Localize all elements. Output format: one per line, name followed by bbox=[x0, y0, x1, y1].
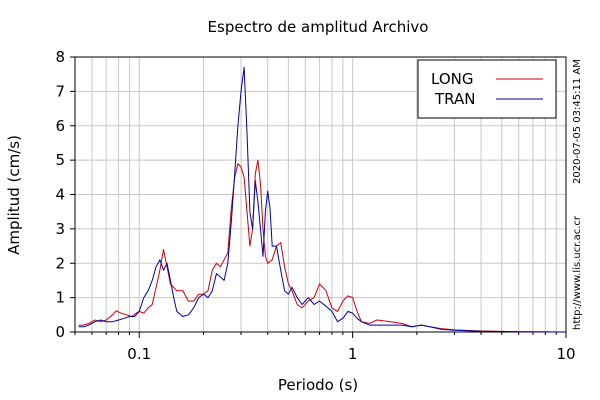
series-lines bbox=[78, 66, 567, 333]
y-tick-label: 3 bbox=[55, 220, 65, 238]
chart-title: Espectro de amplitud Archivo bbox=[208, 18, 429, 36]
source-url-note: http://www.lis.ucr.ac.cr bbox=[572, 216, 583, 330]
legend-label-tran: TRAN bbox=[434, 90, 475, 108]
y-tick-label: 4 bbox=[55, 186, 65, 204]
axis-ticks: 0 1 2 3 4 5 6 7 8 0.1 1 10 bbox=[55, 48, 575, 363]
legend-label-long: LONG bbox=[431, 70, 473, 88]
y-tick-label: 7 bbox=[55, 82, 65, 100]
series-line-long bbox=[78, 159, 567, 333]
y-tick-label: 1 bbox=[55, 289, 65, 307]
x-tick-label: 0.1 bbox=[127, 345, 151, 363]
x-axis-label: Periodo (s) bbox=[278, 376, 358, 394]
legend: LONG TRAN bbox=[417, 59, 557, 119]
y-tick-label: 2 bbox=[55, 254, 65, 272]
x-tick-label: 10 bbox=[556, 345, 575, 363]
y-tick-label: 5 bbox=[55, 151, 65, 169]
timestamp-note: 2020-07-05 03:45:11 AM bbox=[572, 59, 583, 184]
legend-box bbox=[417, 59, 557, 119]
y-tick-label: 6 bbox=[55, 117, 65, 135]
y-tick-label: 8 bbox=[55, 48, 65, 66]
y-axis-label: Amplitud (cm/s) bbox=[5, 135, 23, 255]
y-tick-label: 0 bbox=[55, 323, 65, 341]
series-line-tran bbox=[78, 66, 567, 333]
x-tick-label: 1 bbox=[348, 345, 358, 363]
